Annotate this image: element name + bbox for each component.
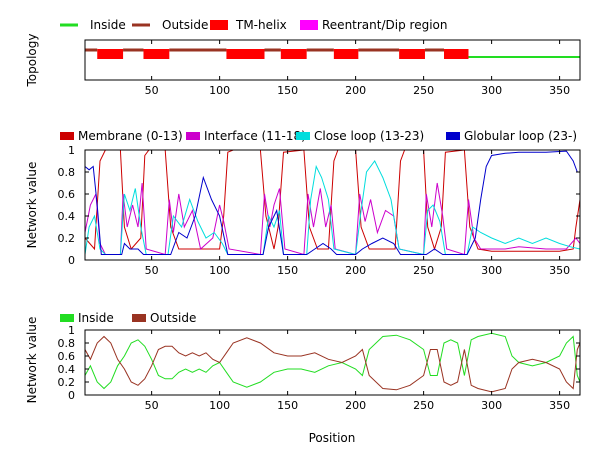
network-xtick-label: 100 (209, 264, 230, 277)
topology-xtick-label: 250 (413, 84, 434, 97)
legend-label-outside: Outside (162, 18, 208, 32)
legend-swatch-inside-prob (60, 314, 74, 322)
network-legend: Membrane (0-13) Interface (11-18) Close … (60, 129, 577, 143)
topology-tm-helix (333, 49, 359, 59)
inout-ytick-label: 1 (68, 324, 75, 337)
legend-label-inside-prob: Inside (78, 311, 114, 325)
legend-swatch-close-loop (296, 132, 310, 140)
inout-xtick-label: 100 (209, 399, 230, 412)
network-y-label: Network value (25, 162, 39, 249)
network-series-lines (84, 149, 581, 256)
legend-swatch-outside-prob (132, 314, 146, 322)
topology-xtick-label: 50 (145, 84, 159, 97)
legend-label-interface: Interface (11-18) (204, 129, 306, 143)
legend-label-globular-loop: Globular loop (23-) (464, 129, 577, 143)
topology-xtick-label: 100 (209, 84, 230, 97)
topology-xtick-label: 150 (277, 84, 298, 97)
x-axis-label: Position (309, 431, 356, 445)
network-line-globular-loop (84, 150, 580, 255)
network-xtick-label: 200 (345, 264, 366, 277)
network-plot-frame (84, 149, 581, 261)
topology-plot-frame (84, 39, 581, 81)
inout-xtick-label: 150 (277, 399, 298, 412)
inout-series-lines (84, 332, 581, 393)
topology-tm-helix (444, 49, 469, 59)
legend-label-membrane: Membrane (0-13) (78, 129, 183, 143)
network-xtick-label: 150 (277, 264, 298, 277)
legend-swatch-reentrant (300, 20, 318, 30)
topology-tm-helix (97, 49, 124, 59)
inout-line-outside (84, 335, 581, 393)
network-xtick-label: 50 (145, 264, 159, 277)
legend-label-reentrant: Reentrant/Dip region (322, 18, 447, 32)
inout-panel: Inside Outside Network value 50 100 150 200… (25, 311, 581, 445)
topology-marks (85, 48, 580, 59)
network-ytick-label: 0.2 (58, 232, 76, 245)
inout-ytick-label: 0 (68, 389, 75, 402)
legend-swatch-tm-helix (210, 20, 228, 30)
inout-y-label: Network value (25, 317, 39, 404)
inout-xtick-label: 350 (549, 399, 570, 412)
topology-panel: Inside Outside TM-helix Reentrant/Dip re… (25, 18, 581, 97)
topology-y-label: Topology (25, 34, 39, 88)
inout-xtick-label: 50 (145, 399, 159, 412)
topology-x-ticks: 50 100 150 200 250 300 350 (145, 40, 570, 97)
topology-xtick-label: 200 (345, 84, 366, 97)
topology-xtick-label: 350 (549, 84, 570, 97)
topology-tm-helix (280, 49, 307, 59)
inout-ytick-label: 0.6 (58, 350, 76, 363)
inout-line-inside (84, 332, 581, 390)
inout-y-ticks: 00.20.40.60.81 (58, 324, 580, 402)
legend-label-inside: Inside (90, 18, 126, 32)
inout-xtick-label: 200 (345, 399, 366, 412)
legend-label-outside-prob: Outside (150, 311, 196, 325)
legend-swatch-interface (186, 132, 200, 140)
topology-tm-helix (399, 49, 425, 59)
topology-tm-helix (226, 49, 265, 59)
inout-legend: Inside Outside (60, 311, 196, 325)
network-line-membrane (84, 149, 581, 252)
network-xtick-label: 300 (481, 264, 502, 277)
legend-swatch-globular-loop (446, 132, 460, 140)
inout-xtick-label: 300 (481, 399, 502, 412)
legend-swatch-membrane (60, 132, 74, 140)
inout-ytick-label: 0.8 (58, 337, 76, 350)
topology-legend: Inside Outside TM-helix Reentrant/Dip re… (60, 18, 447, 32)
inout-ytick-label: 0.4 (58, 363, 76, 376)
network-xtick-label: 250 (413, 264, 434, 277)
network-ytick-label: 0.6 (58, 188, 76, 201)
inout-x-ticks: 50 100 150 200 250 300 350 (145, 330, 570, 412)
legend-label-close-loop: Close loop (13-23) (314, 129, 424, 143)
topology-xtick-label: 300 (481, 84, 502, 97)
network-ytick-label: 1 (68, 144, 75, 157)
network-xtick-label: 350 (549, 264, 570, 277)
inout-plot-frame (84, 329, 581, 396)
inout-xtick-label: 250 (413, 399, 434, 412)
legend-label-tm-helix: TM-helix (235, 18, 287, 32)
network-ytick-label: 0.4 (58, 210, 76, 223)
network-x-ticks: 50 100 150 200 250 300 350 (145, 150, 570, 277)
network-y-ticks: 0 0.2 0.4 0.6 0.8 1 (58, 144, 580, 267)
network-line-close-loop (84, 160, 581, 256)
network-panel: Membrane (0-13) Interface (11-18) Close … (25, 129, 581, 277)
network-ytick-label: 0.8 (58, 166, 76, 179)
inout-ytick-label: 0.2 (58, 376, 76, 389)
network-ytick-label: 0 (68, 254, 75, 267)
topology-tm-helix (143, 49, 170, 59)
